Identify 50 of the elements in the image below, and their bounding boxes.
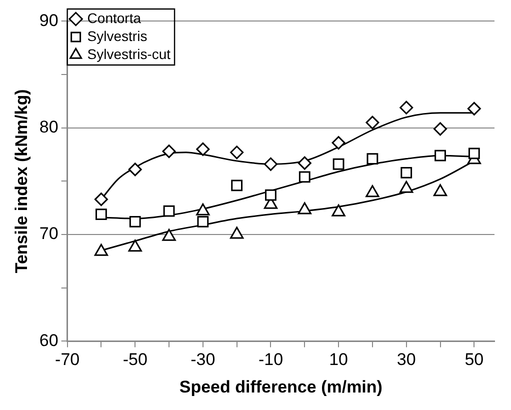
point xyxy=(94,192,108,206)
point xyxy=(230,146,244,160)
point xyxy=(298,156,312,170)
point xyxy=(468,148,480,160)
point xyxy=(434,122,448,136)
point xyxy=(467,102,481,116)
x-tick-label: -30 xyxy=(190,350,216,370)
point xyxy=(94,244,108,256)
point xyxy=(434,150,446,162)
point xyxy=(129,216,141,228)
x-tick-label: -70 xyxy=(55,350,80,370)
point xyxy=(400,100,414,114)
legend-label: Contorta xyxy=(87,10,142,26)
y-axis-title: Tensile index (kNm/kg) xyxy=(12,89,31,274)
point xyxy=(196,203,210,216)
x-tick-label: 10 xyxy=(329,350,348,370)
x-axis-title: Speed difference (m/min) xyxy=(179,377,382,396)
point xyxy=(400,180,414,193)
x-tick-label: -50 xyxy=(122,350,148,370)
point xyxy=(231,180,243,192)
point xyxy=(162,144,176,158)
point xyxy=(433,184,448,196)
point xyxy=(230,226,244,239)
point xyxy=(400,166,412,178)
x-tick-label: -10 xyxy=(258,350,284,370)
x-tick-label: 30 xyxy=(396,350,416,370)
point xyxy=(264,157,278,171)
point xyxy=(197,216,209,228)
point xyxy=(298,171,310,183)
point xyxy=(366,185,380,198)
point xyxy=(196,142,210,156)
point xyxy=(366,153,378,164)
legend-label: Sylvestris xyxy=(87,28,148,44)
point xyxy=(162,228,176,241)
y-tick-label: 90 xyxy=(39,10,58,30)
y-tick-label: 70 xyxy=(39,224,58,244)
point xyxy=(332,158,344,170)
point xyxy=(128,240,142,252)
legend-label: Sylvestris-cut xyxy=(87,46,171,62)
point xyxy=(96,208,107,220)
point xyxy=(366,116,380,130)
x-tick-label: 50 xyxy=(464,350,484,370)
point xyxy=(332,204,346,216)
point xyxy=(265,189,276,201)
point xyxy=(128,162,142,176)
y-tick-label: 80 xyxy=(39,118,58,137)
point xyxy=(163,205,175,217)
point xyxy=(332,136,346,150)
y-tick-label: 60 xyxy=(39,330,58,350)
point xyxy=(298,202,312,214)
